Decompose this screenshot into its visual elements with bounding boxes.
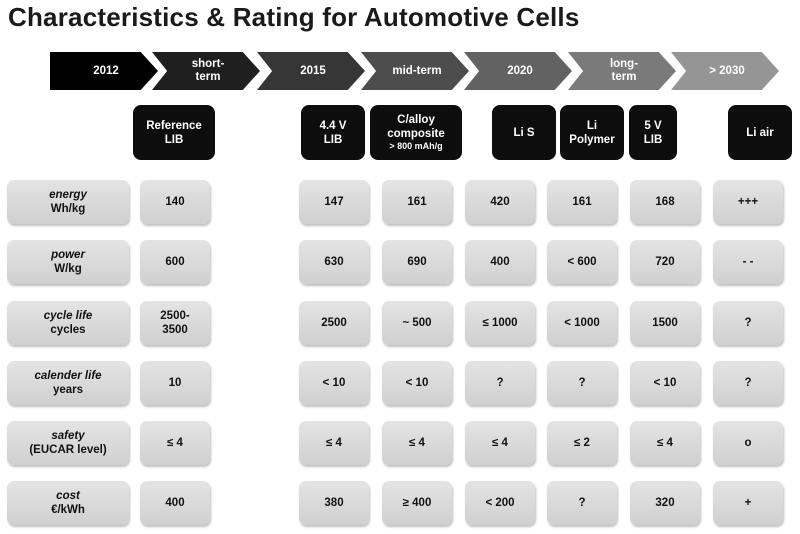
timeline-step-2015: 2015: [257, 52, 365, 90]
value-cell: 2500- 3500: [140, 301, 210, 345]
value-cell: 140: [140, 180, 210, 224]
chemistry-sub: > 800 mAh/g: [389, 141, 443, 151]
value-cell: < 600: [547, 240, 617, 284]
timeline-label: mid-term: [392, 64, 442, 77]
timeline-step-long-term: long- term: [568, 52, 676, 90]
value-cell: ≤ 4: [382, 421, 452, 465]
row-unit: Wh/kg: [50, 203, 86, 215]
value-cell: 690: [382, 240, 452, 284]
chemistry-li-polymer: Li Polymer: [560, 105, 624, 160]
chemistry-line2: Polymer: [569, 133, 615, 146]
row-name: power: [51, 249, 85, 261]
timeline-step-short-term: short- term: [152, 52, 260, 90]
row-unit: years: [52, 384, 84, 396]
row-label-energy: energy Wh/kg: [7, 180, 129, 224]
value-cell: < 10: [299, 361, 369, 405]
value-cell: o: [713, 421, 783, 465]
value-cell: 10: [140, 361, 210, 405]
timeline-step-2012: 2012: [50, 52, 158, 90]
row-label-cycle-life: cycle life cycles: [7, 301, 129, 345]
timeline-label: short- term: [191, 58, 225, 83]
value-cell: < 10: [630, 361, 700, 405]
timeline-label: > 2030: [709, 64, 745, 77]
chemistry-line1: C/alloy: [397, 114, 435, 126]
value-cell: 380: [299, 481, 369, 525]
chemistry-reference-lib: Reference LIB: [133, 105, 215, 160]
value-cell: ≤ 1000: [465, 301, 535, 345]
value-cell: ≤ 4: [299, 421, 369, 465]
chemistry-line2: composite: [387, 128, 445, 140]
row-name: cost: [56, 490, 80, 502]
chemistry-4-4v-lib: 4.4 V LIB: [301, 105, 365, 160]
timeline-label: 2012: [93, 64, 119, 77]
value-cell: 2500: [299, 301, 369, 345]
page-title: Characteristics & Rating for Automotive …: [8, 2, 580, 32]
value-cell: 720: [630, 240, 700, 284]
chemistry-line1: 4.4 V: [319, 119, 347, 132]
row-label-cost: cost €/kWh: [7, 481, 129, 525]
row-name: energy: [49, 189, 87, 201]
timeline-label: 2020: [507, 64, 533, 77]
chemistry-5v-lib: 5 V LIB: [629, 105, 677, 160]
chemistry-line1: Li air: [746, 126, 774, 139]
value-cell: 320: [630, 481, 700, 525]
chemistry-line1: Li: [586, 119, 598, 132]
chemistry-line2: LIB: [164, 133, 184, 146]
row-unit: cycles: [50, 324, 86, 336]
row-label-safety: safety (EUCAR level): [7, 421, 129, 465]
row-name: cycle life: [43, 310, 93, 322]
value-cell: - -: [713, 240, 783, 284]
timeline-label: 2015: [300, 64, 326, 77]
timeline-label: long- term: [609, 58, 639, 83]
chemistry-line1: Reference: [146, 119, 202, 132]
row-label-power: power W/kg: [7, 240, 129, 284]
value-cell: 420: [465, 180, 535, 224]
row-label-calender-life: calender life years: [7, 361, 129, 405]
value-cell: 1500: [630, 301, 700, 345]
value-cell: ≤ 4: [465, 421, 535, 465]
value-cell: 161: [547, 180, 617, 224]
value-cell: < 200: [465, 481, 535, 525]
value-cell: 630: [299, 240, 369, 284]
value-cell: ?: [547, 481, 617, 525]
value-cell: +: [713, 481, 783, 525]
value-cell: 400: [465, 240, 535, 284]
row-unit: €/kWh: [51, 504, 85, 516]
value-cell: 161: [382, 180, 452, 224]
value-cell: ?: [713, 361, 783, 405]
value-cell: ~ 500: [382, 301, 452, 345]
row-unit: W/kg: [54, 263, 82, 275]
value-cell: < 1000: [547, 301, 617, 345]
value-cell: < 10: [382, 361, 452, 405]
value-cell: ≤ 2: [547, 421, 617, 465]
row-unit: (EUCAR level): [29, 444, 107, 456]
value-cell: ?: [547, 361, 617, 405]
value-cell: +++: [713, 180, 783, 224]
value-cell: 400: [140, 481, 210, 525]
value-cell: 168: [630, 180, 700, 224]
chemistry-line2: LIB: [323, 133, 343, 146]
row-name: safety: [51, 430, 85, 442]
row-name: calender life: [34, 370, 102, 382]
value-cell: 147: [299, 180, 369, 224]
chemistry-line2: LIB: [643, 133, 663, 146]
value-cell: ≥ 400: [382, 481, 452, 525]
value-cell: ≤ 4: [630, 421, 700, 465]
value-cell: ≤ 4: [140, 421, 210, 465]
chemistry-c-alloy-composite: C/alloy composite > 800 mAh/g: [370, 105, 462, 160]
chemistry-line1: 5 V: [644, 119, 662, 132]
timeline-step-mid-term: mid-term: [361, 52, 469, 90]
timeline-step-2020: 2020: [464, 52, 572, 90]
value-cell: ?: [713, 301, 783, 345]
value-cell: 600: [140, 240, 210, 284]
value-cell: ?: [465, 361, 535, 405]
timeline-step-2030-plus: > 2030: [671, 52, 779, 90]
chemistry-li-s: Li S: [492, 105, 556, 160]
chemistry-li-air: Li air: [728, 105, 792, 160]
chemistry-line1: Li S: [513, 126, 535, 139]
